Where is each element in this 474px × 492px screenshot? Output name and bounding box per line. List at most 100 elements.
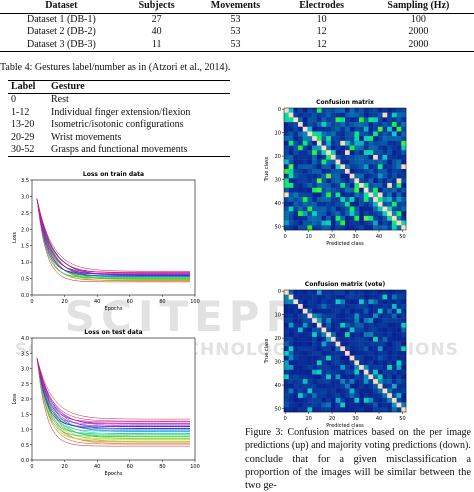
- heat-cell: [326, 136, 332, 142]
- y-tick-label: 0.0: [21, 458, 29, 464]
- heat-cell: [321, 407, 327, 413]
- heat-cell: [321, 290, 327, 295]
- loss-curve: [36, 357, 190, 426]
- heat-cell: [307, 220, 313, 226]
- heat-cell: [354, 332, 360, 338]
- heat-cell: [312, 197, 318, 203]
- heat-cell: [316, 332, 322, 338]
- heat-cell: [363, 388, 369, 394]
- heat-cell: [387, 173, 393, 179]
- heat-cell: [335, 122, 341, 127]
- heat-cell: [307, 187, 313, 193]
- heat-cell: [368, 383, 374, 389]
- heat-cell: [293, 122, 299, 127]
- heat-cell: [359, 299, 364, 305]
- heat-cell: [316, 108, 322, 113]
- heat-cell: [396, 355, 402, 361]
- heat-cell: [373, 225, 379, 231]
- heat-cell: [288, 183, 294, 188]
- heat-cell: [312, 327, 318, 333]
- heat-cell: [363, 336, 369, 342]
- heat-cell: [396, 327, 402, 333]
- heat-cell: [335, 313, 341, 319]
- heat-cell: [316, 304, 322, 309]
- heat-cell: [321, 308, 327, 314]
- heat-cell: [298, 308, 303, 314]
- heat-cell: [298, 201, 303, 207]
- heat-cell: [387, 126, 393, 132]
- heat-cell: [302, 122, 308, 127]
- heat-cell: [288, 351, 294, 356]
- heat-cell: [302, 145, 308, 151]
- heat-cell: [359, 154, 364, 160]
- heat-cell: [288, 122, 294, 127]
- plot-frame: [283, 289, 407, 413]
- heat-cell: [284, 183, 289, 188]
- heat-cell: [326, 304, 332, 309]
- heat-cell: [349, 355, 355, 361]
- heat-cell: [382, 365, 388, 370]
- loss-curve: [36, 198, 190, 283]
- heat-cell: [293, 402, 299, 408]
- heat-cell: [396, 388, 402, 394]
- heat-cell: [391, 169, 397, 174]
- heat-cell: [377, 294, 383, 300]
- y-tick-label: 2.5: [21, 382, 29, 388]
- heat-cell: [349, 294, 355, 300]
- heat-cell: [396, 192, 402, 198]
- heat-cell: [387, 220, 393, 226]
- heat-cell: [377, 126, 383, 132]
- heat-cell: [368, 299, 374, 305]
- heat-cell: [387, 318, 393, 324]
- heat-cell: [293, 173, 299, 179]
- heat-cell: [298, 159, 303, 165]
- heat-cell: [377, 192, 383, 198]
- heat-cell: [330, 140, 336, 146]
- loss-curve: [36, 357, 190, 445]
- heat-cell: [293, 131, 299, 137]
- heat-cell: [293, 341, 299, 347]
- heat-cell: [288, 126, 294, 132]
- heat-cell: [288, 299, 294, 305]
- heat-cell: [298, 122, 303, 127]
- heat-cell: [345, 383, 350, 389]
- heat-cell: [284, 140, 289, 146]
- heat-cell: [354, 327, 360, 333]
- heat-cell: [391, 187, 397, 193]
- heat-cell: [307, 360, 313, 366]
- loss-curve: [36, 357, 190, 442]
- heat-cell: [349, 215, 355, 221]
- heat-cell: [373, 159, 379, 165]
- heat-cell: [396, 145, 402, 151]
- heat-cell: [387, 365, 393, 370]
- heat-cell: [302, 197, 308, 203]
- heat-cell: [321, 332, 327, 338]
- heat-cell: [359, 336, 364, 342]
- heat-cell: [340, 365, 346, 370]
- heat-cell: [302, 304, 308, 309]
- header-cell: Dataset: [45, 0, 78, 11]
- heat-cell: [330, 108, 336, 113]
- heat-cell: [298, 299, 303, 305]
- heat-cell: [363, 332, 369, 338]
- heat-cell: [368, 346, 374, 352]
- heat-cell: [363, 201, 369, 207]
- heat-cell: [330, 211, 336, 217]
- heat-cell: [316, 150, 322, 156]
- x-tick-label: 10: [305, 416, 311, 422]
- heat-cell: [335, 336, 341, 342]
- heat-cell: [401, 374, 407, 380]
- heat-cell: [288, 159, 294, 165]
- heat-cell: [340, 346, 346, 352]
- heat-cell: [387, 313, 393, 319]
- heat-cell: [349, 327, 355, 333]
- heat-cell: [302, 322, 308, 328]
- heat-cell: [316, 126, 322, 132]
- heat-cell: [302, 164, 308, 170]
- loss-curve: [36, 357, 190, 439]
- heat-cell: [401, 225, 407, 231]
- heat-cell: [284, 308, 289, 314]
- heat-cell: [345, 290, 350, 295]
- heat-cell: [354, 173, 360, 179]
- cell: 2000: [408, 26, 429, 37]
